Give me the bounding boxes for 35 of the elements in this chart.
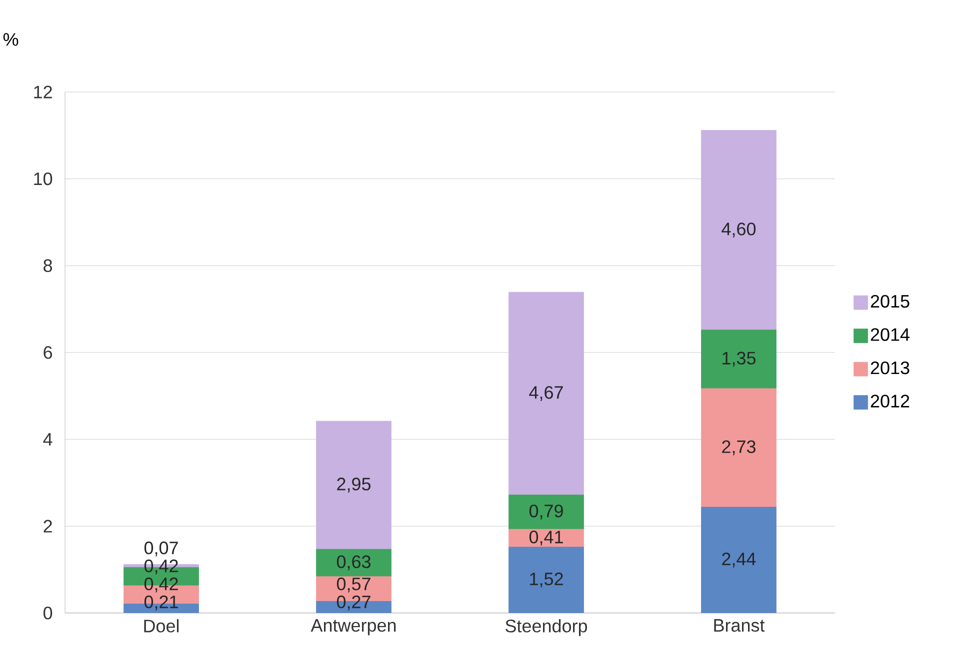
y-tick-label: 6 <box>44 346 52 359</box>
y-tick-label: 12 <box>34 86 52 98</box>
x-tick-label: Branst <box>714 619 765 632</box>
bar <box>316 420 392 550</box>
bar <box>508 292 584 496</box>
data-label: 0,79 <box>529 504 563 520</box>
data-label: 4,60 <box>722 222 756 238</box>
legend-label: 2012 <box>870 394 910 408</box>
y-tick-label: 10 <box>34 172 52 186</box>
bar <box>701 388 776 508</box>
legend-label: 2013 <box>870 361 910 374</box>
y-axis-title: % <box>3 33 18 46</box>
x-tick-label: Doel <box>144 619 179 632</box>
data-label: 0,07 <box>144 542 178 556</box>
bar <box>701 130 776 330</box>
legend-label: 2015 <box>870 294 910 308</box>
x-tick-label: Steendorp <box>506 619 588 636</box>
data-label: 0,41 <box>529 530 563 546</box>
data-label: 1,35 <box>722 352 756 367</box>
bar <box>508 494 584 530</box>
x-tick-label: Antwerpen <box>310 619 396 636</box>
legend-label: 2014 <box>870 328 910 341</box>
y-tick-label: 8 <box>44 259 52 272</box>
data-label: 0,63 <box>336 555 370 570</box>
bar <box>316 548 392 577</box>
data-label: 0,57 <box>336 578 370 592</box>
y-tick-label: 2 <box>44 520 52 532</box>
y-tick-label: 4 <box>43 433 52 446</box>
bar <box>701 330 776 389</box>
y-tick-label: 0 <box>44 606 52 620</box>
data-label: 1,52 <box>530 572 563 588</box>
data-label: 2,73 <box>722 440 756 456</box>
data-label: 4,67 <box>529 386 563 401</box>
data-label: 2,44 <box>722 552 756 568</box>
data-label: 2,95 <box>337 478 371 493</box>
